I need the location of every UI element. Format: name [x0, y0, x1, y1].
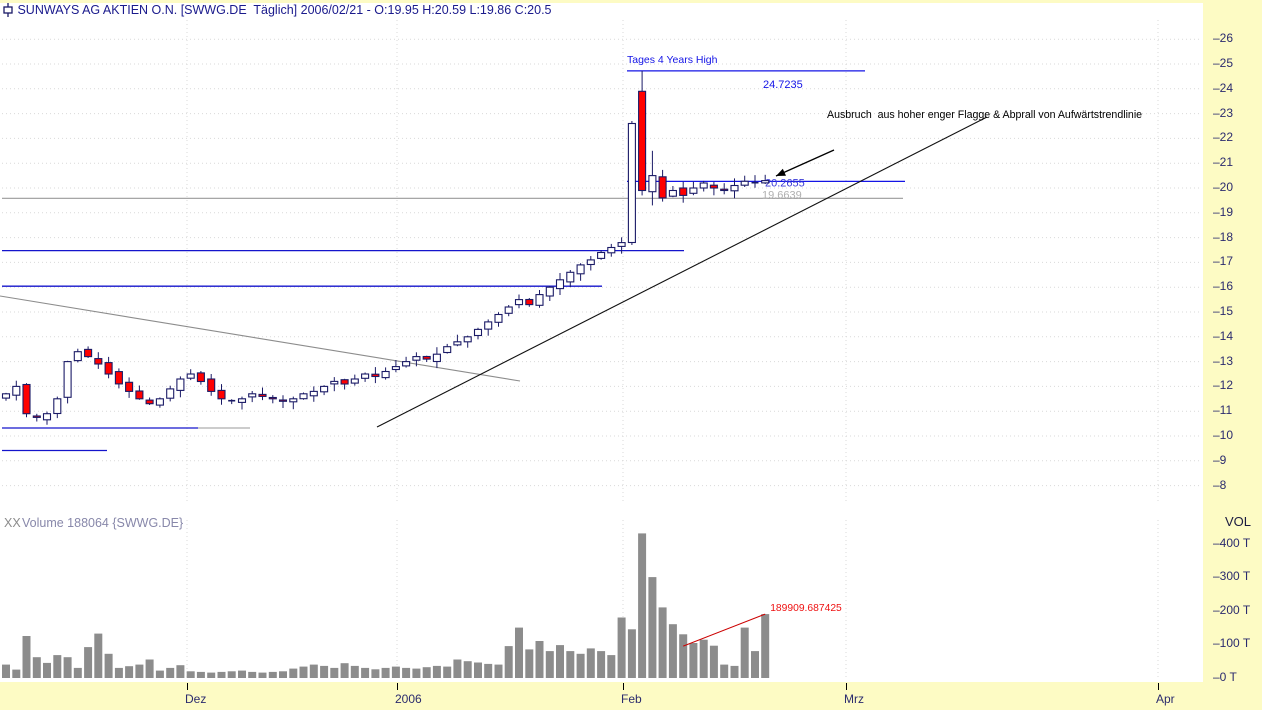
svg-text:Ausbruch aus hoher enger Flag: Ausbruch aus hoher enger Flagge & Abpral…	[827, 109, 1142, 121]
svg-text:189909.687425: 189909.687425	[770, 603, 842, 614]
svg-text:20.2655: 20.2655	[765, 177, 805, 189]
svg-text:Volume 188064 {SWWG.DE}: Volume 188064 {SWWG.DE}	[22, 516, 183, 530]
svg-text:24.7235: 24.7235	[763, 79, 803, 91]
svg-text:19.6639: 19.6639	[762, 189, 802, 201]
svg-text:Tages 4 Years High: Tages 4 Years High	[627, 54, 718, 66]
svg-text:XX: XX	[4, 516, 21, 530]
